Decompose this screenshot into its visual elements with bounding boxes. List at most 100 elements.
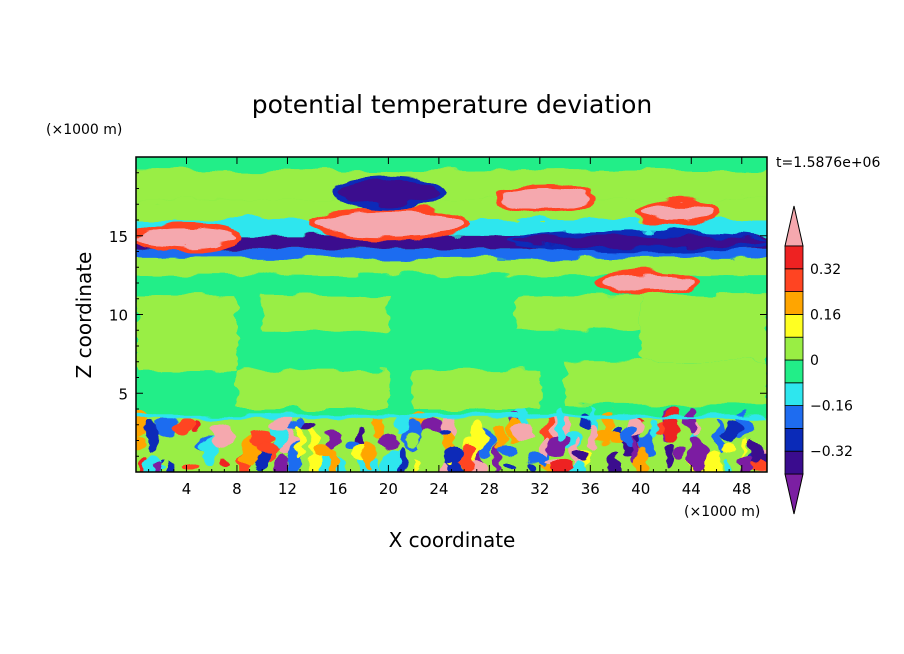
turbulent-cell [607, 454, 620, 472]
mid-level-patch [236, 369, 389, 409]
colorbar-box [784, 427, 804, 452]
x-tick-label: 28 [480, 480, 499, 498]
turbulent-cell [580, 409, 591, 432]
turbulent-cell [747, 441, 763, 464]
boundary-layer [136, 406, 767, 472]
turbulent-cell [198, 440, 212, 454]
turbulent-cell [751, 419, 762, 444]
turbulent-cell [443, 448, 460, 462]
anomaly-blob [514, 235, 767, 247]
turbulent-cell [723, 420, 741, 442]
anomaly-blob [312, 212, 465, 236]
colorbar-box [784, 359, 804, 384]
colorbar: 0.32 0.16 0 −0.16 −0.32 [784, 205, 853, 515]
x-tick-label: 20 [379, 480, 398, 498]
x-tick-label: 44 [682, 480, 701, 498]
x-unit-label: (×1000 m) [684, 504, 760, 520]
colorbar-box [784, 450, 804, 475]
turbulent-cell [471, 420, 486, 452]
turbulent-cell [684, 406, 697, 434]
y-tick-label: 5 [118, 385, 128, 403]
colorbar-tick-label: 0.16 [810, 307, 841, 323]
anomaly-layers [136, 169, 767, 472]
mid-level-patch [413, 369, 540, 409]
turbulent-cell [136, 439, 145, 449]
turbulent-cell [588, 423, 597, 451]
colorbar-box [784, 245, 804, 270]
colorbar-tick-label: −0.16 [810, 399, 853, 415]
turbulent-cell [555, 407, 565, 444]
turbulent-cell [156, 416, 178, 439]
x-axis: 4 8 12 16 20 24 28 32 36 40 44 48 [148, 157, 755, 498]
anomaly-blob [640, 204, 717, 220]
colorbar-extend-low [784, 473, 804, 515]
anomaly-band [136, 169, 767, 200]
turbulent-cell [180, 462, 200, 472]
x-tick-label: 48 [732, 480, 751, 498]
turbulent-cell [257, 442, 280, 453]
boundary-layer-top [136, 414, 767, 419]
chart-title: potential temperature deviation [252, 90, 652, 119]
x-tick-label: 40 [631, 480, 650, 498]
y-tick-label: 15 [109, 228, 128, 246]
y-tick-label: 10 [109, 307, 128, 325]
colorbar-tick-label: 0.32 [810, 262, 841, 278]
x-tick-label: 4 [182, 480, 192, 498]
mid-level-patch [514, 295, 641, 331]
turbulent-cell [221, 458, 231, 468]
colorbar-tick-label: −0.32 [810, 444, 853, 460]
turbulent-cell [687, 438, 708, 472]
colorbar-tick-label: 0 [810, 353, 819, 369]
field-layer [136, 169, 767, 472]
turbulent-cell [724, 460, 731, 472]
turbulent-cell [633, 447, 648, 472]
turbulent-cell [296, 425, 303, 461]
x-tick-label: 12 [278, 480, 297, 498]
turbulent-cell [662, 407, 681, 443]
anomaly-blob [337, 180, 439, 205]
turbulent-cell [270, 417, 292, 434]
colorbar-box [784, 405, 804, 429]
colorbar-box [784, 336, 804, 361]
turbulent-cell [525, 462, 536, 472]
y-axis: 5 10 15 [109, 172, 767, 457]
mid-level-patches [136, 295, 767, 409]
colorbar-box [784, 291, 804, 315]
turbulent-cell [511, 422, 533, 439]
turbulent-cell [622, 426, 635, 446]
x-axis-label: X coordinate [389, 528, 516, 552]
x-tick-label: 8 [232, 480, 242, 498]
anomaly-band [136, 199, 767, 220]
turbulent-cell [175, 418, 196, 435]
y-unit-label: (×1000 m) [46, 122, 122, 138]
x-tick-label: 24 [429, 480, 448, 498]
turbulent-cell [193, 420, 202, 432]
colorbar-box [784, 268, 804, 292]
y-axis-label: Z coordinate [72, 252, 96, 379]
time-label: t=1.5876e+06 [776, 155, 880, 171]
turbulent-cell [573, 450, 588, 460]
anomaly-blob [501, 188, 591, 208]
turbulent-cell [394, 413, 410, 435]
turbulent-cell [718, 442, 736, 454]
turbulent-cell [362, 439, 374, 469]
x-tick-label: 16 [328, 480, 347, 498]
colorbar-box [784, 382, 804, 406]
turbulent-cell [501, 442, 517, 460]
turbulent-cell [459, 443, 475, 472]
x-tick-label: 32 [530, 480, 549, 498]
turbulent-cell [248, 428, 272, 447]
turbulent-cell [739, 458, 753, 472]
turbulent-cell [277, 451, 291, 472]
turbulent-cell [210, 424, 234, 449]
anomaly-blob [136, 227, 237, 247]
turbulent-cell [603, 410, 615, 435]
turbulent-cell [311, 444, 334, 457]
turbulent-cell [418, 427, 443, 463]
turbulent-cell [493, 427, 507, 448]
mid-level-patch [640, 295, 767, 362]
turbulent-cell [545, 434, 569, 456]
turbulent-cell [550, 459, 573, 472]
